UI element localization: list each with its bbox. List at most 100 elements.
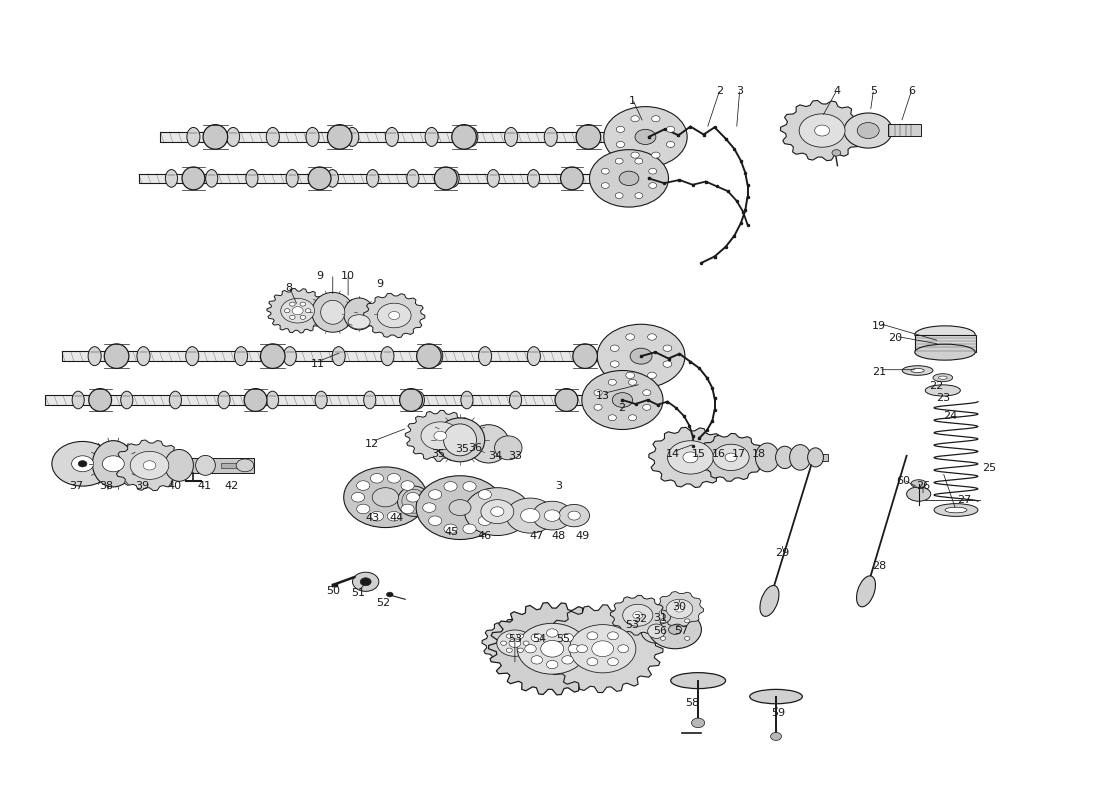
- Circle shape: [844, 113, 892, 148]
- Ellipse shape: [760, 586, 779, 616]
- Polygon shape: [488, 602, 616, 695]
- Text: 18: 18: [751, 450, 766, 459]
- Circle shape: [626, 372, 635, 378]
- Circle shape: [524, 641, 529, 646]
- Polygon shape: [482, 619, 548, 667]
- Ellipse shape: [933, 374, 953, 382]
- Circle shape: [402, 504, 415, 514]
- Circle shape: [608, 414, 616, 421]
- Text: 2: 2: [716, 86, 724, 97]
- Circle shape: [130, 451, 168, 479]
- Ellipse shape: [911, 480, 926, 488]
- Circle shape: [800, 114, 845, 147]
- Ellipse shape: [196, 455, 216, 475]
- Circle shape: [626, 334, 635, 340]
- Circle shape: [352, 572, 378, 591]
- Ellipse shape: [902, 366, 933, 375]
- Circle shape: [143, 461, 156, 470]
- Ellipse shape: [266, 127, 279, 146]
- Text: 23: 23: [936, 394, 950, 403]
- Circle shape: [547, 660, 558, 669]
- Circle shape: [635, 193, 642, 198]
- Circle shape: [300, 315, 306, 319]
- Ellipse shape: [345, 127, 359, 146]
- Text: 40: 40: [167, 481, 182, 491]
- Ellipse shape: [790, 445, 811, 470]
- Ellipse shape: [315, 391, 327, 409]
- Circle shape: [613, 393, 632, 407]
- Ellipse shape: [399, 389, 422, 411]
- Circle shape: [667, 126, 674, 133]
- Circle shape: [587, 658, 597, 666]
- Ellipse shape: [187, 127, 200, 146]
- Circle shape: [293, 306, 304, 314]
- Text: 43: 43: [365, 513, 380, 523]
- Ellipse shape: [425, 127, 438, 146]
- Circle shape: [531, 656, 542, 664]
- Circle shape: [651, 152, 660, 158]
- Text: 48: 48: [552, 530, 565, 541]
- Circle shape: [607, 658, 618, 666]
- Text: 28: 28: [872, 561, 887, 571]
- Text: 19: 19: [872, 321, 887, 331]
- Ellipse shape: [182, 167, 205, 190]
- Ellipse shape: [417, 344, 441, 369]
- Ellipse shape: [227, 127, 240, 146]
- Text: 56: 56: [652, 626, 667, 636]
- Ellipse shape: [527, 346, 540, 366]
- Bar: [372, 309, 418, 318]
- Ellipse shape: [641, 619, 672, 643]
- Text: 41: 41: [197, 481, 211, 491]
- Circle shape: [615, 193, 623, 198]
- Bar: [729, 454, 827, 461]
- Ellipse shape: [911, 369, 924, 373]
- Circle shape: [280, 298, 315, 323]
- Circle shape: [663, 345, 672, 351]
- Text: 35: 35: [455, 445, 470, 454]
- Circle shape: [343, 467, 427, 527]
- Ellipse shape: [934, 504, 978, 516]
- Text: 16: 16: [712, 450, 726, 459]
- Ellipse shape: [332, 346, 345, 366]
- Ellipse shape: [495, 436, 522, 460]
- Circle shape: [649, 610, 702, 649]
- Ellipse shape: [306, 127, 319, 146]
- Ellipse shape: [573, 344, 597, 369]
- Circle shape: [406, 493, 419, 502]
- Circle shape: [517, 623, 587, 674]
- Circle shape: [356, 481, 370, 490]
- Text: 9: 9: [316, 271, 323, 282]
- Ellipse shape: [261, 344, 285, 369]
- Polygon shape: [610, 595, 665, 635]
- Text: 3: 3: [736, 86, 744, 97]
- Ellipse shape: [234, 346, 248, 366]
- Ellipse shape: [121, 391, 133, 409]
- Text: 14: 14: [666, 450, 680, 459]
- Ellipse shape: [284, 346, 296, 366]
- Ellipse shape: [576, 346, 590, 366]
- Ellipse shape: [443, 424, 476, 456]
- Ellipse shape: [776, 446, 794, 469]
- Text: 33: 33: [508, 451, 521, 461]
- Ellipse shape: [938, 376, 947, 379]
- Ellipse shape: [169, 391, 182, 409]
- Circle shape: [569, 645, 580, 653]
- Circle shape: [525, 645, 536, 653]
- Circle shape: [631, 116, 639, 122]
- Circle shape: [306, 309, 311, 313]
- Circle shape: [562, 656, 573, 664]
- Circle shape: [675, 606, 684, 612]
- Circle shape: [509, 639, 520, 647]
- Text: 54: 54: [532, 634, 546, 644]
- Circle shape: [619, 171, 639, 186]
- Ellipse shape: [461, 391, 473, 409]
- Circle shape: [559, 505, 590, 526]
- Text: 13: 13: [596, 391, 609, 401]
- Circle shape: [547, 629, 558, 637]
- Ellipse shape: [246, 170, 258, 187]
- Text: 31: 31: [652, 613, 667, 622]
- Circle shape: [667, 142, 674, 147]
- Circle shape: [422, 503, 436, 513]
- Text: 57: 57: [674, 626, 689, 636]
- Text: 17: 17: [732, 450, 746, 459]
